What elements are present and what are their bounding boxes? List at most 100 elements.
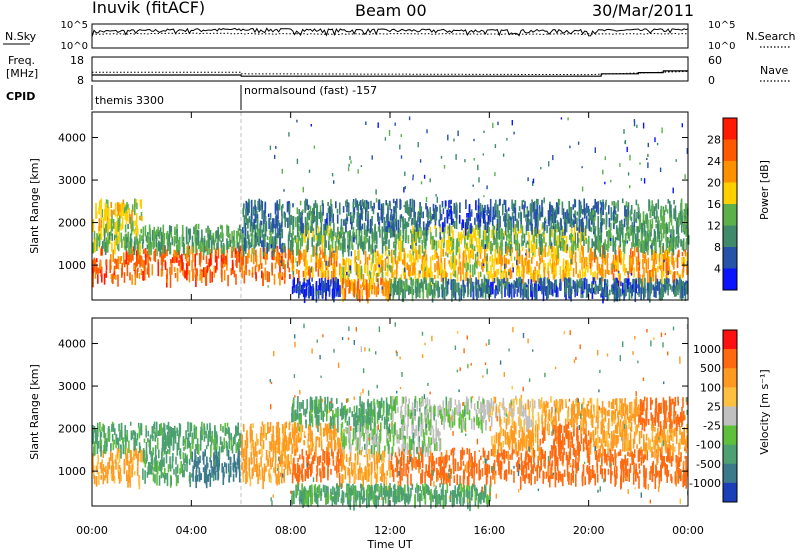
velocity-cell: [460, 450, 462, 464]
power-cell: [266, 271, 269, 283]
velocity-cell: [242, 448, 245, 461]
power-cell: [284, 250, 287, 257]
power-cell: [677, 279, 679, 287]
power-cell: [549, 285, 551, 295]
power-cell: [630, 256, 632, 268]
power-cell: [606, 289, 609, 301]
power-cell: [176, 249, 179, 259]
power-cell: [359, 222, 361, 231]
power-cell: [114, 202, 117, 217]
velocity-cell: [445, 473, 448, 485]
power-cell: [470, 278, 473, 292]
velocity-cell: [167, 449, 169, 454]
power-cell: [686, 148, 688, 154]
power-cell: [543, 267, 546, 279]
velocity-cell: [288, 466, 291, 471]
power-cell: [241, 237, 243, 249]
power-cell: [389, 222, 392, 236]
power-cell: [664, 256, 667, 262]
power-cell: [247, 218, 249, 225]
velocity-cell: [357, 455, 360, 460]
power-cell: [614, 205, 616, 214]
power-cell: [681, 281, 684, 290]
power-cell: [120, 208, 123, 219]
power-cell: [433, 284, 436, 295]
power-cell: [311, 220, 313, 231]
power-cell: [565, 260, 567, 265]
power-cell: [494, 250, 497, 261]
power-cell: [478, 260, 481, 267]
velocity-cell: [92, 452, 94, 466]
power-cell: [242, 208, 245, 217]
power-cell: [93, 243, 95, 252]
power-cell: [467, 213, 470, 220]
freq-label-line2: [MHz]: [6, 67, 38, 80]
power-cell: [505, 281, 507, 290]
power-cell: [393, 250, 395, 255]
velocity-cell: [316, 465, 319, 476]
power-cell: [412, 238, 415, 251]
power-cell: [374, 264, 376, 272]
power-cell: [337, 226, 339, 238]
power-cell: [254, 265, 257, 275]
power-cell: [643, 178, 646, 184]
power-cell: [274, 224, 277, 229]
power-cell: [220, 224, 222, 230]
power-cell: [352, 231, 354, 243]
power-cell: [675, 237, 677, 250]
power-cell: [98, 233, 101, 245]
station-title: Inuvik (fitACF): [92, 0, 205, 17]
power-cell: [629, 210, 632, 220]
velocity-cell: [210, 460, 212, 469]
power-cell: [442, 281, 445, 291]
power-cell: [555, 285, 558, 295]
power-cell: [422, 268, 424, 277]
velocity-cell: [394, 452, 397, 458]
power-cell: [517, 212, 520, 219]
power-cell: [105, 270, 108, 278]
power-cell: [236, 241, 239, 249]
power-cell: [274, 247, 276, 252]
power-cell: [488, 227, 490, 231]
power-cell: [639, 162, 641, 165]
power-cell: [519, 276, 521, 283]
power-cell: [336, 246, 338, 260]
power-cell: [260, 221, 263, 226]
power-cell: [437, 255, 440, 270]
power-cell: [230, 268, 233, 276]
power-cell: [312, 230, 314, 238]
power-cell: [280, 260, 282, 263]
power-cell: [271, 240, 274, 247]
power-cell: [638, 258, 641, 264]
power-cell: [545, 242, 547, 247]
power-cell: [543, 237, 545, 244]
power-cell: [124, 224, 127, 233]
power-cell: [161, 257, 164, 266]
power-cell: [412, 174, 414, 178]
power-cell: [460, 231, 462, 245]
velocity-cell: [165, 451, 168, 464]
power-cell: [423, 268, 426, 283]
power-cell: [613, 215, 616, 225]
power-cell: [536, 198, 538, 204]
power-cell: [452, 241, 454, 244]
power-cell: [113, 234, 116, 241]
power-cell: [591, 289, 594, 299]
power-cell: [265, 221, 268, 232]
power-cell: [292, 203, 294, 208]
power-cell: [217, 247, 220, 259]
power-cell: [316, 290, 318, 295]
power-cell: [423, 234, 425, 243]
velocity-cell: [326, 453, 328, 466]
power-cell: [513, 228, 516, 235]
power-cell: [645, 259, 648, 274]
power-cell: [247, 202, 249, 216]
velocity-cell: [98, 471, 100, 485]
power-cell: [524, 201, 526, 208]
power-cell: [251, 272, 254, 278]
power-cell: [607, 241, 609, 252]
power-cell: [661, 271, 663, 285]
power-cell: [348, 288, 350, 294]
power-cell: [398, 227, 401, 241]
power-cell: [677, 226, 679, 238]
